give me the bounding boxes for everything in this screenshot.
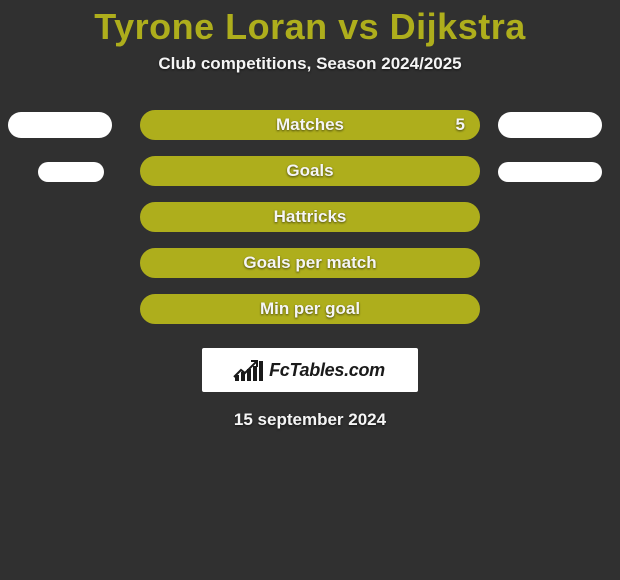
stat-row: Matches 5 — [0, 110, 620, 142]
stat-label: Min per goal — [260, 299, 360, 319]
stat-label: Matches — [276, 115, 344, 135]
stat-label: Goals — [286, 161, 333, 181]
stat-rows: Matches 5 Goals Hattricks Goals per match Min… — [0, 110, 620, 340]
right-value-pill — [498, 112, 602, 138]
right-value-pill — [498, 162, 602, 182]
stat-label: Hattricks — [274, 207, 347, 227]
bar-icon-bar — [259, 361, 263, 381]
stat-label-pill: Hattricks — [140, 202, 480, 232]
left-value-pill — [8, 112, 112, 138]
subtitle: Club competitions, Season 2024/2025 — [0, 54, 620, 74]
stat-row: Goals per match — [0, 248, 620, 280]
stat-label-pill: Min per goal — [140, 294, 480, 324]
date-label: 15 september 2024 — [0, 410, 620, 430]
stat-label-pill: Goals — [140, 156, 480, 186]
bar-chart-icon — [235, 359, 263, 381]
comparison-infographic: Tyrone Loran vs Dijkstra Club competitio… — [0, 0, 620, 580]
stat-label-pill: Goals per match — [140, 248, 480, 278]
logo-text: FcTables.com — [269, 360, 385, 381]
stat-row: Min per goal — [0, 294, 620, 326]
page-title: Tyrone Loran vs Dijkstra — [0, 6, 620, 48]
stat-row: Goals — [0, 156, 620, 188]
left-value-pill — [38, 162, 104, 182]
stat-label-pill: Matches — [140, 110, 480, 140]
stat-row: Hattricks — [0, 202, 620, 234]
trend-line-icon — [233, 359, 259, 379]
stat-label: Goals per match — [243, 253, 376, 273]
logo-badge: FcTables.com — [202, 348, 418, 392]
right-value: 5 — [456, 110, 465, 140]
